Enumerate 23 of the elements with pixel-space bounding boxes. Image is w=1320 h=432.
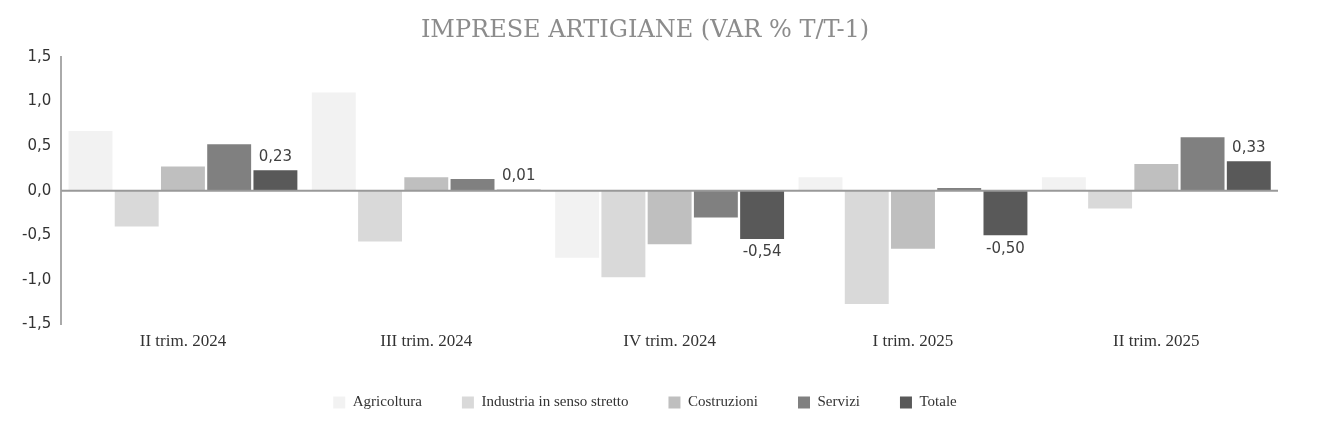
legend-label: Totale — [919, 393, 958, 410]
y-tick-label: 0,5 — [27, 135, 52, 154]
x-tick-label: II trim. 2025 — [1113, 331, 1200, 351]
x-tick-label: III trim. 2024 — [380, 331, 473, 351]
legend-label: Industria in senso stretto — [481, 393, 629, 410]
y-tick-label: -0,5 — [21, 225, 52, 244]
legend-label: Costruzioni — [687, 393, 758, 410]
x-tick-label: II trim. 2024 — [139, 331, 227, 351]
legend-label: Agricoltura — [352, 393, 423, 410]
x-tick-label: I trim. 2025 — [872, 331, 954, 351]
x-tick-label: IV trim. 2024 — [623, 331, 717, 351]
data-label: 0,01 — [502, 166, 536, 185]
data-label: 0,23 — [258, 146, 293, 165]
data-label: 0,33 — [1232, 137, 1266, 156]
data-label: -0,50 — [986, 238, 1025, 257]
y-tick-label: 0,0 — [27, 180, 52, 199]
y-tick-label: -1,0 — [21, 269, 52, 288]
y-tick-label: 1,0 — [27, 91, 52, 110]
data-label: -0,54 — [742, 242, 782, 261]
legend-label: Servizi — [817, 393, 860, 410]
chart-title: IMPRESE ARTIGIANE (VAR % T/T-1) — [420, 14, 870, 43]
y-tick-label: 1,5 — [27, 46, 52, 65]
y-tick-label: -1,5 — [21, 314, 52, 333]
